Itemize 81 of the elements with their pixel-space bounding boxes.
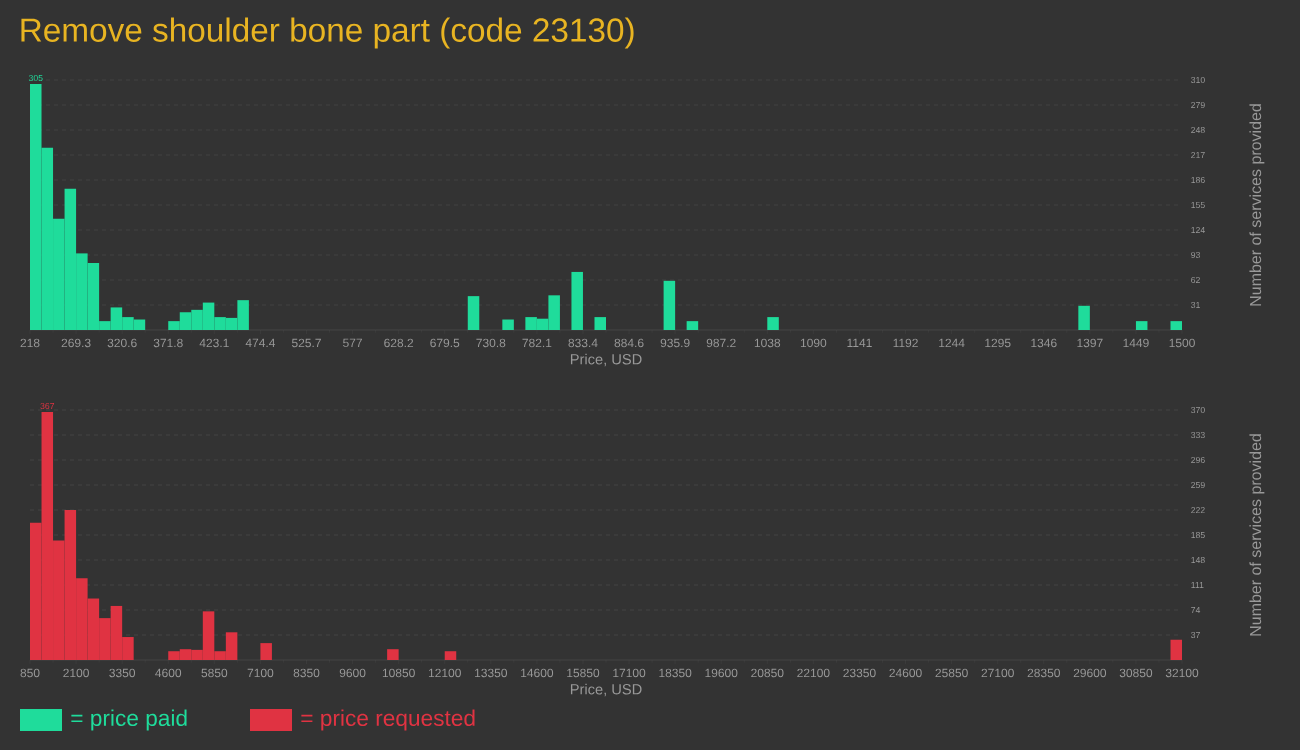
x-tick-label: 8350 [293, 668, 320, 678]
x-tick-label: 1141 [847, 338, 872, 347]
x-tick-label: 13350 [475, 668, 508, 678]
y-tick-label: 124 [1191, 226, 1205, 234]
y-tick-label: 37 [1191, 631, 1200, 639]
x-tick-label: 1090 [800, 338, 827, 348]
x-tick-label: 4600 [155, 668, 182, 678]
annotation: 305 [28, 74, 43, 82]
y-tick-label: 310 [1191, 76, 1205, 84]
x-tick-label: 29600 [1073, 668, 1107, 678]
y-axis-title: Number of services provided [1249, 104, 1265, 306]
x-tick-label: 1192 [893, 338, 918, 348]
y-tick-label: 186 [1191, 176, 1205, 184]
x-tick-label: 850 [20, 668, 40, 678]
y-axis-title: Number of services provided [1249, 434, 1265, 636]
x-tick-label: 30850 [1119, 668, 1153, 678]
x-tick-label: 28350 [1027, 668, 1060, 678]
y-tick-label: 222 [1191, 506, 1205, 514]
x-tick-label: 32100 [1165, 668, 1199, 678]
x-tick-label: 884.6 [614, 338, 644, 348]
x-tick-label: 1500 [1169, 338, 1195, 348]
y-tick-label: 148 [1191, 556, 1205, 564]
legend-label: = price paid [71, 709, 187, 731]
x-tick-label: 15850 [567, 668, 600, 678]
x-tick-label: 19600 [705, 668, 738, 678]
x-axis-title: Price, USD [570, 353, 642, 367]
y-tick-label: 155 [1191, 201, 1205, 209]
x-tick-label: 22100 [797, 668, 830, 678]
x-tick-label: 27100 [981, 668, 1014, 678]
x-tick-label: 423.1 [199, 338, 229, 348]
x-tick-label: 7100 [247, 668, 274, 678]
y-tick-label: 333 [1191, 431, 1205, 439]
x-tick-label: 269.3 [61, 338, 91, 348]
y-tick-label: 259 [1191, 481, 1205, 489]
x-tick-label: 3350 [109, 668, 136, 678]
x-tick-label: 1346 [1031, 338, 1057, 348]
y-tick-label: 370 [1191, 406, 1205, 414]
x-tick-label: 2100 [63, 668, 89, 678]
x-tick-label: 628.2 [384, 338, 414, 348]
x-tick-label: 833.4 [568, 338, 598, 348]
y-tick-label: 248 [1191, 126, 1205, 134]
x-tick-label: 20850 [751, 668, 784, 678]
x-tick-label: 24600 [889, 668, 922, 678]
x-tick-label: 679.5 [430, 338, 460, 348]
x-tick-label: 1397 [1077, 338, 1103, 348]
x-tick-label: 320.6 [107, 338, 137, 348]
y-tick-label: 279 [1191, 101, 1205, 109]
x-tick-label: 10850 [382, 668, 415, 678]
x-tick-label: 23350 [843, 668, 876, 678]
x-tick-label: 25850 [935, 668, 968, 678]
x-axis-title: Price, USD [570, 683, 642, 697]
x-tick-label: 14600 [521, 668, 554, 678]
x-tick-label: 218 [20, 338, 40, 348]
y-tick-label: 185 [1191, 531, 1205, 539]
x-tick-label: 12100 [428, 668, 461, 678]
x-tick-label: 782.1 [522, 338, 552, 348]
x-tick-label: 577 [343, 338, 362, 348]
x-tick-label: 1295 [985, 338, 1011, 348]
x-tick-label: 18350 [659, 668, 692, 678]
y-tick-label: 111 [1191, 582, 1204, 588]
x-tick-label: 474.4 [245, 338, 276, 347]
annotation: 367 [40, 402, 55, 410]
chart-title: Remove shoulder bone part (code 23130) [21, 17, 634, 49]
x-tick-label: 371.8 [153, 338, 183, 348]
y-tick-label: 74 [1191, 607, 1201, 613]
y-tick-label: 296 [1191, 456, 1205, 464]
x-tick-label: 5850 [201, 668, 228, 678]
y-tick-label: 31 [1191, 301, 1200, 309]
legend-label: = price requested [301, 709, 475, 731]
x-tick-label: 935.9 [660, 338, 690, 348]
y-tick-label: 93 [1191, 251, 1200, 259]
x-tick-label: 1038 [754, 338, 781, 348]
y-tick-label: 62 [1191, 276, 1200, 284]
x-tick-label: 525.7 [291, 338, 321, 348]
x-tick-label: 9600 [339, 668, 366, 678]
x-tick-label: 1244 [939, 338, 965, 348]
x-tick-label: 1449 [1123, 338, 1149, 348]
x-tick-label: 730.8 [476, 338, 506, 348]
y-tick-label: 217 [1191, 151, 1205, 159]
x-tick-label: 987.2 [706, 338, 736, 348]
x-tick-label: 17100 [613, 668, 646, 678]
